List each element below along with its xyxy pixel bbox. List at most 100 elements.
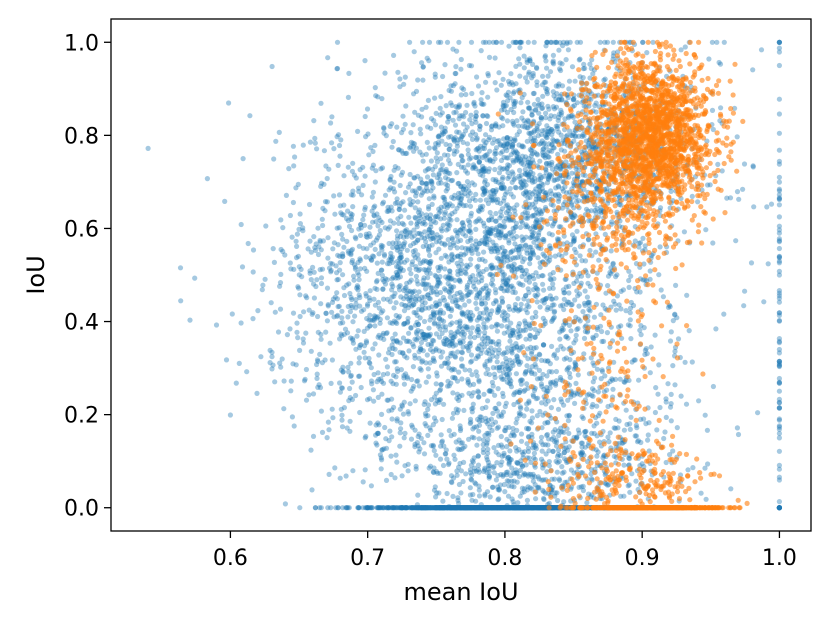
scatter-point: [466, 348, 472, 354]
scatter-point: [424, 215, 430, 221]
scatter-point: [369, 381, 375, 387]
scatter-point: [493, 290, 499, 296]
scatter-point: [531, 212, 538, 218]
scatter-point: [510, 327, 516, 333]
scatter-point: [548, 245, 554, 251]
scatter-point: [500, 76, 506, 82]
scatter-point: [428, 224, 434, 230]
scatter-point: [582, 288, 588, 294]
scatter-point: [425, 275, 431, 281]
scatter-point: [469, 243, 475, 249]
scatter-point: [422, 399, 428, 405]
scatter-point: [533, 285, 539, 291]
scatter-point: [331, 193, 337, 199]
scatter-point: [310, 310, 316, 316]
scatter-point: [436, 172, 442, 178]
scatter-point: [509, 346, 515, 352]
scatter-point: [398, 420, 404, 426]
scatter-point: [426, 325, 432, 331]
scatter-point: [347, 385, 353, 392]
scatter-point: [498, 374, 504, 380]
scatter-point: [399, 130, 405, 136]
scatter-point: [326, 471, 332, 477]
scatter-point: [565, 418, 572, 424]
scatter-point: [463, 471, 469, 477]
scatter-point: [419, 281, 425, 287]
scatter-point: [377, 218, 383, 224]
scatter-point: [415, 492, 421, 498]
scatter-point: [513, 371, 520, 377]
scatter-point: [461, 407, 467, 413]
scatter-point: [456, 369, 462, 375]
scatter-point: [413, 266, 419, 272]
scatter-point: [501, 272, 508, 278]
scatter-point: [213, 322, 220, 328]
scatter-point: [592, 207, 598, 214]
scatter-point: [420, 39, 426, 45]
scatter-point: [341, 173, 347, 179]
scatter-point: [555, 497, 561, 504]
scatter-point: [613, 416, 619, 422]
scatter-point: [673, 282, 679, 288]
scatter-point: [315, 329, 321, 335]
scatter-point: [517, 378, 524, 384]
scatter-point: [469, 477, 475, 483]
scatter-point: [480, 154, 486, 161]
scatter-point: [577, 56, 583, 62]
scatter-point: [384, 261, 391, 267]
scatter-point: [492, 248, 498, 254]
scatter-point: [521, 144, 527, 150]
scatter-point: [482, 241, 488, 247]
scatter-point: [311, 295, 317, 301]
scatter-point: [435, 133, 441, 140]
scatter-point: [419, 152, 425, 158]
scatter-point: [317, 237, 323, 244]
scatter-point: [337, 267, 343, 273]
scatter-point: [407, 401, 413, 407]
scatter-point: [328, 120, 334, 126]
scatter-point: [547, 69, 554, 75]
scatter-point: [351, 172, 357, 178]
scatter-point: [412, 398, 418, 404]
scatter-point: [548, 381, 554, 387]
scatter-point: [537, 375, 543, 381]
scatter-point: [357, 232, 364, 238]
scatter-point: [503, 280, 509, 286]
scatter-point: [540, 73, 546, 79]
scatter-point: [436, 134, 442, 140]
scatter-point: [457, 200, 463, 206]
scatter-point: [500, 102, 506, 108]
scatter-point: [750, 163, 756, 169]
scatter-point: [463, 109, 469, 116]
scatter-point: [389, 294, 395, 300]
scatter-point: [549, 343, 555, 349]
scatter-point: [467, 341, 473, 347]
scatter-point: [494, 328, 500, 334]
scatter-point: [526, 171, 532, 177]
scatter-point: [476, 422, 483, 428]
scatter-point: [505, 329, 511, 335]
scatter-point: [391, 305, 397, 311]
scatter-point: [556, 196, 562, 202]
scatter-point: [308, 277, 314, 283]
scatter-point: [341, 331, 347, 337]
scatter-point: [434, 398, 440, 404]
scatter-point: [428, 397, 435, 403]
scatter-point: [468, 330, 474, 336]
scatter-point: [407, 197, 413, 203]
scatter-point: [397, 233, 404, 240]
scatter-point: [527, 332, 533, 338]
scatter-point: [488, 338, 494, 344]
scatter-point: [703, 227, 709, 233]
scatter-point: [433, 250, 439, 256]
scatter-point: [678, 47, 684, 53]
scatter-point: [440, 222, 446, 228]
scatter-point: [397, 406, 403, 412]
scatter-point: [670, 318, 676, 324]
scatter-point: [329, 114, 335, 120]
scatter-point: [431, 321, 437, 327]
scatter-point: [530, 392, 536, 398]
scatter-point: [383, 330, 389, 337]
scatter-point: [524, 247, 530, 253]
scatter-point: [458, 331, 464, 337]
